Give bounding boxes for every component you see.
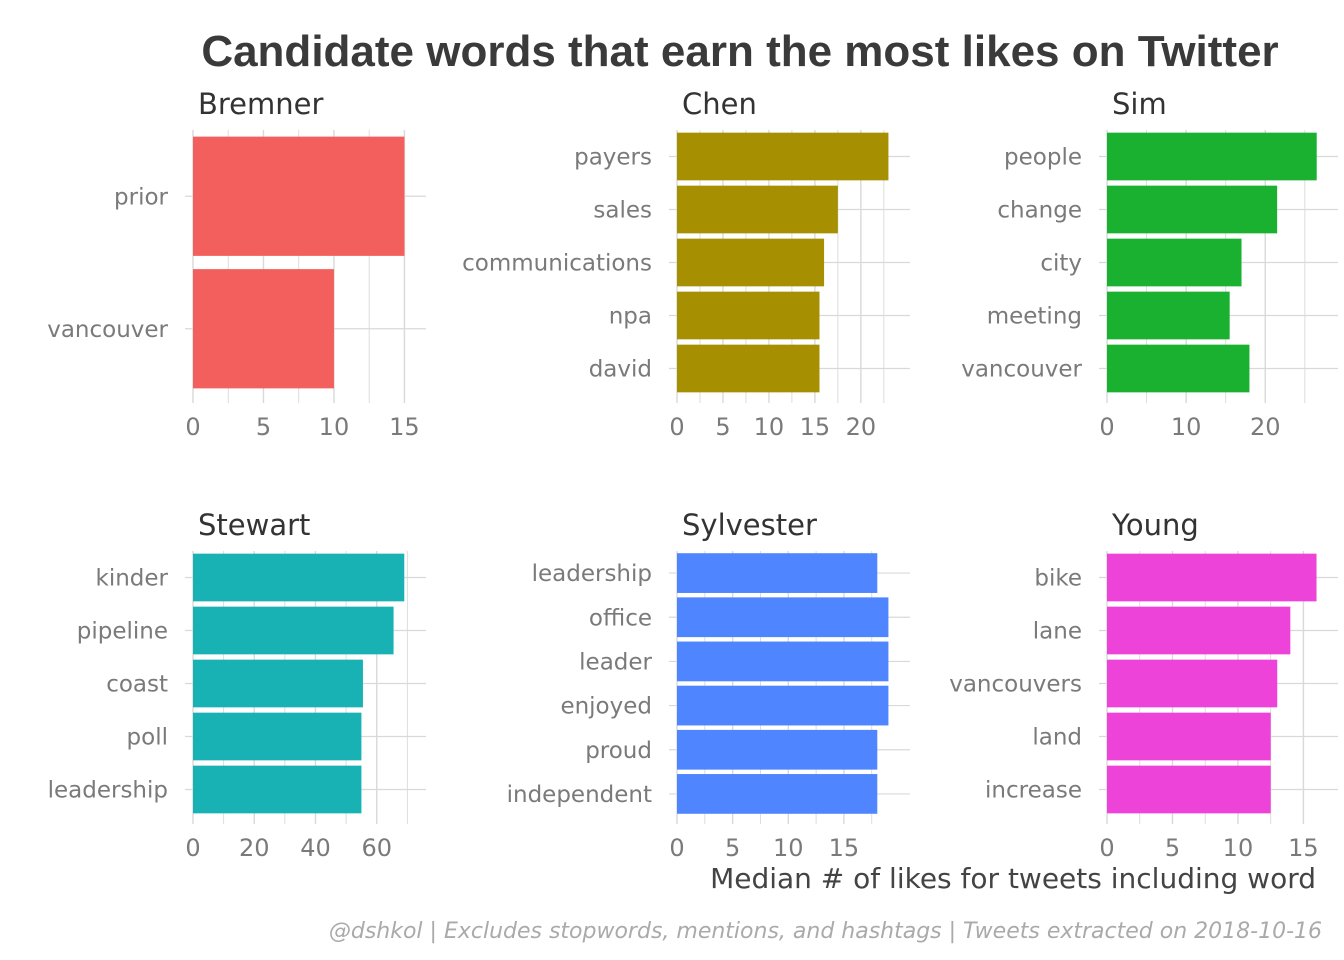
bar-prior [193, 136, 405, 256]
x-tick-label: 5 [256, 413, 271, 441]
bar-leadership [677, 553, 878, 593]
x-tick-label: 15 [1288, 834, 1319, 862]
x-tick-label: 10 [1223, 834, 1254, 862]
bar-bike [1107, 553, 1317, 602]
x-axis-title: Median # of likes for tweets including w… [710, 862, 1316, 895]
y-tick-label: payers [574, 145, 652, 171]
panels: Bremner prior vancouver 0 5 10 15 Chen payers sal… [47, 87, 1338, 862]
y-tick-label: pipeline [77, 619, 168, 645]
bar-enjoyed [677, 685, 889, 726]
x-tick-label: 10 [319, 413, 350, 441]
bar-lane [1107, 606, 1291, 655]
panel-title: Chen [682, 87, 757, 121]
y-tick-label: leadership [48, 778, 168, 804]
panel-stewart: Stewart kinder pipeline coast poll leadership… [48, 508, 426, 862]
x-tick-label: 0 [185, 834, 200, 862]
bar-vancouver [1107, 344, 1250, 393]
x-tick-label: 5 [725, 834, 740, 862]
y-tick-label: leader [579, 649, 652, 675]
bar-payers [677, 132, 889, 181]
bar-city [1107, 238, 1242, 287]
panel-sim: Sim people change city meeting vancouver 0 10 20 [961, 87, 1338, 441]
y-tick-label: david [589, 357, 652, 383]
x-tick-label: 10 [754, 413, 785, 441]
y-tick-label: prior [114, 184, 169, 210]
bar-poll [193, 712, 362, 761]
panel-sylvester: Sylvester leadership office leader enjoyed pr… [507, 508, 910, 862]
bar-david [677, 344, 820, 393]
x-tick-label: 0 [185, 413, 200, 441]
x-tick-label: 5 [1165, 834, 1180, 862]
caption: @dshkol | Excludes stopwords, mentions, … [329, 919, 1322, 944]
x-tick-label: 10 [1171, 413, 1202, 441]
y-tick-label: vancouvers [949, 672, 1082, 698]
bar-meeting [1107, 291, 1230, 340]
y-tick-label: land [1032, 725, 1082, 751]
y-tick-label: kinder [96, 566, 169, 592]
bar-pipeline [193, 606, 394, 655]
bar-proud [677, 729, 878, 770]
y-tick-label: meeting [987, 304, 1082, 330]
bar-people [1107, 132, 1317, 181]
y-tick-label: office [589, 605, 652, 631]
bar-communications [677, 238, 825, 287]
y-tick-label: coast [106, 672, 168, 698]
x-tick-label: 0 [1099, 413, 1114, 441]
panel-title: Young [1111, 508, 1199, 542]
y-tick-label: independent [507, 782, 652, 808]
x-tick-label: 20 [1250, 413, 1281, 441]
x-tick-label: 60 [361, 834, 392, 862]
x-tick-label: 40 [300, 834, 331, 862]
y-tick-label: city [1040, 251, 1082, 277]
bar-office [677, 597, 889, 638]
y-tick-label: people [1004, 145, 1082, 171]
y-tick-label: sales [593, 198, 652, 224]
panel-bremner: Bremner prior vancouver 0 5 10 15 [47, 87, 426, 441]
y-tick-label: communications [462, 251, 652, 277]
bar-land [1107, 712, 1271, 761]
bar-leadership [193, 765, 362, 814]
x-tick-label: 0 [669, 413, 684, 441]
y-tick-label: poll [127, 725, 168, 751]
x-tick-label: 15 [389, 413, 420, 441]
bar-independent [677, 774, 878, 814]
panel-title: Stewart [198, 508, 310, 542]
y-tick-label: vancouver [47, 317, 168, 343]
bar-increase [1107, 765, 1271, 814]
bar-change [1107, 185, 1278, 234]
bar-vancouvers [1107, 659, 1278, 708]
y-tick-label: change [997, 198, 1082, 224]
y-tick-label: bike [1034, 566, 1082, 592]
panel-title: Sylvester [682, 508, 817, 542]
x-tick-label: 15 [829, 834, 860, 862]
x-tick-label: 5 [715, 413, 730, 441]
y-tick-label: npa [609, 304, 652, 330]
chart-title: Candidate words that earn the most likes… [201, 27, 1278, 76]
bar-leader [677, 641, 889, 682]
x-tick-label: 0 [1099, 834, 1114, 862]
y-tick-label: increase [985, 778, 1082, 804]
y-tick-label: vancouver [961, 357, 1082, 383]
x-tick-label: 0 [669, 834, 684, 862]
bar-npa [677, 291, 820, 340]
x-tick-label: 20 [239, 834, 270, 862]
panel-young: Young bike lane vancouvers land increase 0 5 10 1… [949, 508, 1338, 862]
bar-kinder [193, 553, 405, 602]
bar-sales [677, 185, 838, 234]
y-tick-label: lane [1033, 619, 1082, 645]
panel-title: Bremner [198, 87, 323, 121]
x-tick-label: 10 [773, 834, 804, 862]
bar-vancouver [193, 269, 334, 389]
x-tick-label: 20 [846, 413, 877, 441]
y-tick-label: proud [585, 738, 652, 764]
bar-coast [193, 659, 363, 708]
y-tick-label: leadership [532, 561, 652, 587]
x-tick-label: 15 [800, 413, 831, 441]
panel-title: Sim [1112, 87, 1167, 121]
y-tick-label: enjoyed [560, 694, 652, 720]
